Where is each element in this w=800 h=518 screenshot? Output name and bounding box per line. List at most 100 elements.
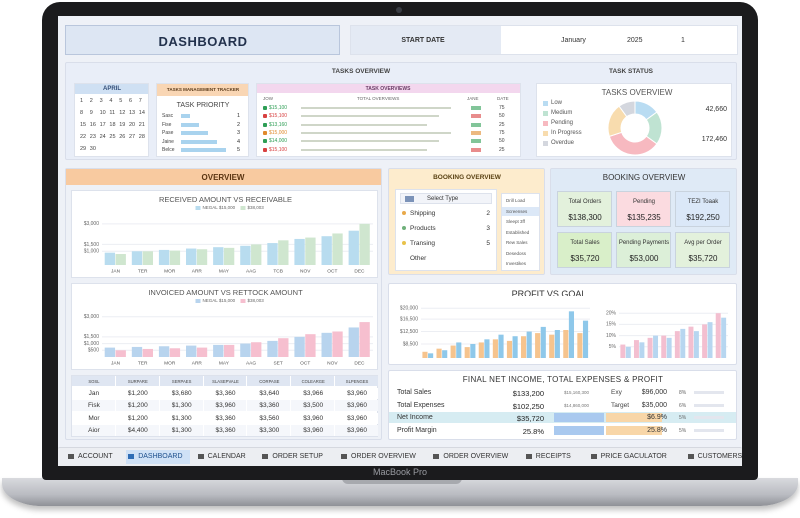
month-field[interactable]: January xyxy=(561,37,586,44)
booking-item[interactable]: Other xyxy=(410,255,427,262)
tab-label[interactable]: CALENDAR xyxy=(207,453,246,460)
calendar-day[interactable]: 30 xyxy=(89,146,96,152)
side-item[interactable]: Drill Load xyxy=(506,198,526,203)
list-banner: TASK OVERVIEWS xyxy=(365,86,411,92)
booking-item[interactable]: Transing xyxy=(410,240,436,247)
calendar-day[interactable]: 6 xyxy=(129,98,133,104)
bar xyxy=(240,245,251,265)
calendar-day[interactable]: 20 xyxy=(129,122,136,128)
laptop-base xyxy=(2,478,798,506)
tab[interactable]: ORDER SETUP xyxy=(260,450,333,464)
tasks-panel: TASKS OVERVIEW TASK STATUS APRIL 1 2 3 4 5 6 7 8 9 1… xyxy=(65,62,737,160)
tab-label[interactable]: PRICE GACULATOR xyxy=(600,453,667,460)
tab-label[interactable]: CUSTOMERS xyxy=(697,453,742,460)
tab[interactable]: DASHBOARD xyxy=(126,450,190,464)
list-status: 50 xyxy=(499,138,505,145)
side-item[interactable]: Rew Sales xyxy=(506,240,528,245)
priority-value: 1 xyxy=(237,113,241,119)
booking-item[interactable]: Shipping xyxy=(410,210,436,217)
bar xyxy=(693,331,699,358)
calendar-day[interactable]: 17 xyxy=(99,122,106,128)
kpi-card: Pending Payments $53,000 xyxy=(616,232,671,268)
legend-label: Low xyxy=(551,100,563,106)
tab-label[interactable]: RECEIPTS xyxy=(535,453,571,460)
cell xyxy=(159,400,203,412)
calendar-day[interactable]: 28 xyxy=(138,134,145,140)
x-tick-label: AAG xyxy=(246,268,256,274)
tab-label[interactable]: ORDER OVERVIEW xyxy=(443,453,509,460)
x-tick-label: TCB xyxy=(273,268,283,274)
calendar-day[interactable]: 24 xyxy=(99,134,106,140)
x-tick-label: JAN xyxy=(111,360,121,366)
chart: 20% 15% 10% 5% xyxy=(606,311,728,358)
calendar-day[interactable]: 15 xyxy=(80,122,87,128)
x-tick-label: MAY xyxy=(219,360,230,366)
calendar-day[interactable]: 1 xyxy=(80,98,84,104)
side-item[interactable]: Established xyxy=(506,229,530,235)
tab[interactable]: ORDER OVERVIEW xyxy=(431,450,517,464)
bar xyxy=(492,339,498,358)
tab[interactable]: ORDER OVERVIEW xyxy=(339,450,425,464)
mini-bar xyxy=(694,403,724,407)
calendar-day[interactable]: 4 xyxy=(109,98,113,104)
day-field[interactable]: 1 xyxy=(681,37,685,44)
table-cell: Aior xyxy=(88,426,100,434)
section-title: PROFIT VS GOAL xyxy=(511,289,587,299)
cell xyxy=(72,412,115,424)
calendar-day[interactable]: 11 xyxy=(109,110,116,116)
tab[interactable]: RECEIPTS xyxy=(524,450,583,464)
calendar-day[interactable]: 3 xyxy=(99,98,103,104)
tab[interactable]: CUSTOMERS xyxy=(686,450,742,464)
calendar-day[interactable]: 27 xyxy=(129,134,136,140)
tab[interactable]: CALENDAR xyxy=(196,450,255,464)
side-item[interactable]: Sleept 3ff xyxy=(506,219,525,224)
calendar-day[interactable]: 26 xyxy=(119,134,126,140)
kpi-card: Total Orders $138,300 xyxy=(557,191,612,227)
select-box[interactable]: Select Type xyxy=(400,193,492,204)
bar xyxy=(563,330,569,358)
calendar-day[interactable]: 8 xyxy=(80,110,84,116)
y-tick-label: $16,500 xyxy=(400,316,418,322)
booking-item[interactable]: Products xyxy=(410,225,436,232)
calendar-day[interactable]: 21 xyxy=(138,122,145,128)
side-item[interactable]: Desedoss xyxy=(506,250,527,256)
calendar-day[interactable]: 22 xyxy=(80,134,87,140)
legend-label: In Progress xyxy=(551,130,582,136)
kpi-value: $138,300 xyxy=(568,213,602,222)
tab-label[interactable]: ORDER SETUP xyxy=(272,453,323,460)
tab-icon xyxy=(525,454,532,459)
tab[interactable]: ACCOUNT xyxy=(66,450,120,464)
bar xyxy=(278,338,289,357)
row-pct: 5% xyxy=(679,415,687,421)
calendar-day[interactable]: 2 xyxy=(89,98,93,104)
calendar-day[interactable]: 9 xyxy=(89,110,93,116)
calendar-day[interactable]: 13 xyxy=(129,110,136,116)
calendar-day[interactable]: 25 xyxy=(109,134,116,140)
calendar-day[interactable]: 12 xyxy=(119,110,126,116)
calendar-day[interactable]: 7 xyxy=(138,98,142,104)
tab[interactable]: PRICE GACULATOR xyxy=(589,450,680,464)
y-tick-label: 15% xyxy=(606,322,617,328)
tab-label[interactable]: ORDER OVERVIEW xyxy=(351,453,416,460)
cell xyxy=(72,424,115,436)
side-item[interactable]: Investikes xyxy=(506,261,527,266)
x-tick-label: ARR xyxy=(192,360,203,366)
calendar-day[interactable]: 14 xyxy=(138,110,145,116)
calendar-day[interactable]: 5 xyxy=(119,98,123,104)
chart-card: INVOICED AMOUNT VS RETTOCK AMOUNT NEGAL $… xyxy=(71,283,378,370)
calendar-day[interactable]: 23 xyxy=(89,134,96,140)
calendar-day[interactable]: 10 xyxy=(99,110,106,116)
chart-title: RECEIVED AMOUNT VS RECEIVABLE xyxy=(159,195,292,204)
tab-label[interactable]: DASHBOARD xyxy=(138,453,183,460)
side-item[interactable]: Screenses xyxy=(506,208,528,214)
calendar-day[interactable]: 29 xyxy=(80,146,87,152)
calendar-day[interactable]: 16 xyxy=(89,122,96,128)
select-text[interactable]: Select Type xyxy=(427,196,459,202)
tab-label[interactable]: ACCOUNT xyxy=(78,453,113,460)
bar xyxy=(512,336,518,358)
calendar-day[interactable]: 19 xyxy=(119,122,126,128)
row-value: $35,720 xyxy=(516,414,544,423)
year-field[interactable]: 2025 xyxy=(627,37,643,44)
calendar-day[interactable]: 18 xyxy=(109,122,116,128)
section-title: FINAL NET INCOME, TOTAL EXPENSES & PROFI… xyxy=(462,375,664,384)
